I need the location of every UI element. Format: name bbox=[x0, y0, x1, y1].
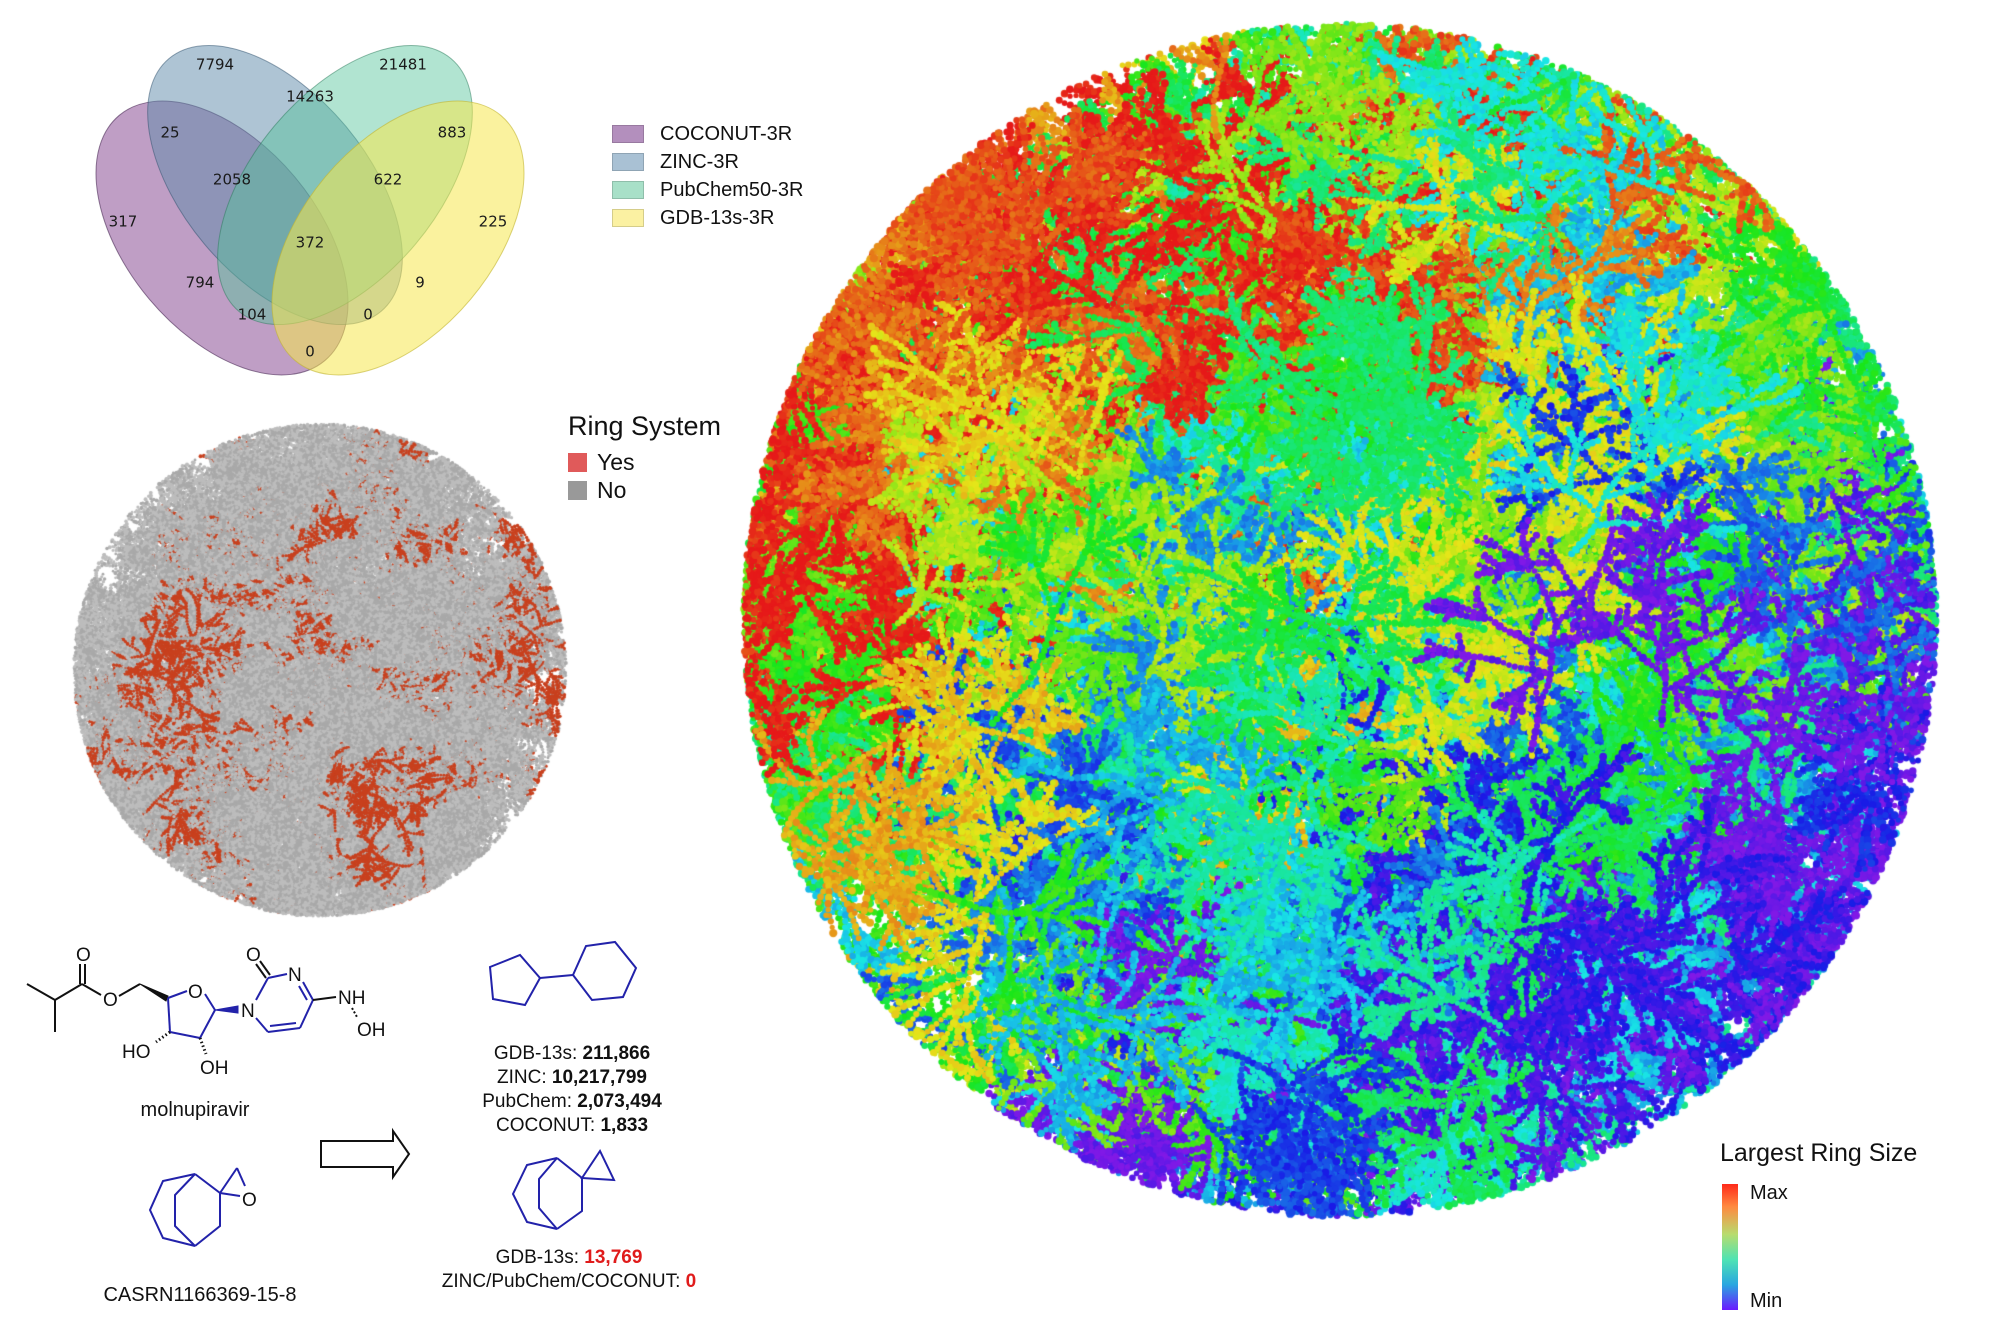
atom-o-ester: O bbox=[103, 990, 118, 1011]
molnupiravir-label: molnupiravir bbox=[140, 1099, 250, 1121]
venn-region-count: 21481 bbox=[379, 56, 427, 74]
venn-region-count: 0 bbox=[363, 306, 373, 324]
stat-pubchem: PubChem: 2,073,494 bbox=[482, 1091, 662, 1112]
scaffold-1-stats: GDB-13s: 211,866 ZINC: 10,217,799 PubChe… bbox=[482, 1042, 662, 1138]
venn-region-count: 225 bbox=[479, 213, 508, 231]
venn-region-count: 372 bbox=[296, 234, 325, 252]
ring-legend-no: No bbox=[568, 476, 721, 504]
tmap-ring-system bbox=[70, 420, 570, 920]
atom-nh: NH bbox=[338, 988, 365, 1009]
chemistry-panel: O O O O N N NH OH HO OH O bbox=[26, 940, 638, 1247]
venn-region-count: 0 bbox=[305, 343, 315, 361]
legend-swatch bbox=[612, 153, 644, 171]
colorbar-min-label: Min bbox=[1750, 1290, 1783, 1312]
scaffold-1-structure bbox=[488, 940, 638, 1007]
atom-o-ring: O bbox=[188, 982, 203, 1003]
atom-n3: N bbox=[288, 965, 302, 986]
atom-oh-nh: OH bbox=[357, 1020, 386, 1041]
venn-region-count: 883 bbox=[438, 124, 467, 142]
legend-label: Yes bbox=[597, 449, 635, 475]
atom-ho: HO bbox=[122, 1042, 151, 1063]
stat-others: ZINC/PubChem/COCONUT: 0 bbox=[441, 1271, 697, 1292]
venn-set-gdb bbox=[271, 100, 525, 376]
arrow-icon bbox=[320, 1127, 411, 1181]
venn-region-count: 622 bbox=[374, 171, 403, 189]
venn-region-count: 794 bbox=[186, 274, 215, 292]
casrn-label: CASRN1166369-15-8 bbox=[103, 1284, 297, 1306]
ring-legend-yes: Yes bbox=[568, 448, 721, 476]
scaffold-2-stats: GDB-13s: 13,769 ZINC/PubChem/COCONUT: 0 bbox=[442, 1246, 696, 1294]
stat-zinc: ZINC: 10,217,799 bbox=[497, 1067, 647, 1088]
molnupiravir-structure bbox=[26, 960, 358, 1055]
atom-n1: N bbox=[241, 1001, 255, 1022]
legend-swatch bbox=[612, 181, 644, 199]
ring-legend-title: Ring System bbox=[568, 411, 722, 441]
venn-region-count: 104 bbox=[238, 306, 267, 324]
venn-diagram: 7794 21481 14263 25 883 2058 622 317 225 372 794 9 1… bbox=[95, 44, 525, 376]
colorbar-legend: Largest Ring Size Max Min bbox=[1720, 1138, 1980, 1328]
colorbar-title: Largest Ring Size bbox=[1720, 1139, 1918, 1167]
legend-label: No bbox=[597, 477, 627, 503]
atom-o-c2: O bbox=[246, 945, 261, 966]
venn-region-count: 9 bbox=[415, 274, 425, 292]
colorbar-max-label: Max bbox=[1750, 1182, 1788, 1204]
venn-region-count: 7794 bbox=[196, 56, 234, 74]
legend-swatch bbox=[568, 452, 587, 472]
scaffold-2-structure bbox=[511, 1148, 616, 1230]
colorbar-gradient bbox=[1722, 1184, 1738, 1310]
stat-coconut: COCONUT: 1,833 bbox=[495, 1115, 649, 1136]
legend-label: ZINC-3R bbox=[660, 151, 739, 173]
venn-region-count: 2058 bbox=[213, 171, 251, 189]
legend-swatch bbox=[568, 480, 587, 500]
atom-o-epoxide: O bbox=[242, 1190, 257, 1211]
legend-item-zinc: ZINC-3R bbox=[612, 148, 832, 176]
venn-region-count: 25 bbox=[160, 124, 179, 142]
casrn-structure bbox=[148, 1167, 246, 1247]
legend-swatch bbox=[612, 125, 644, 143]
ring-system-legend: Ring System Yes No bbox=[568, 410, 721, 504]
legend-swatch bbox=[612, 209, 644, 227]
venn-region-count: 317 bbox=[109, 213, 138, 231]
stat-gdb: GDB-13s: 13,769 bbox=[495, 1247, 643, 1268]
atom-oh: OH bbox=[200, 1058, 229, 1079]
atom-o-carbonyl: O bbox=[76, 945, 91, 966]
tmap-largest-ring-size bbox=[720, 20, 1960, 1220]
stat-gdb: GDB-13s: 211,866 bbox=[493, 1043, 651, 1064]
venn-region-count: 14263 bbox=[286, 88, 334, 106]
